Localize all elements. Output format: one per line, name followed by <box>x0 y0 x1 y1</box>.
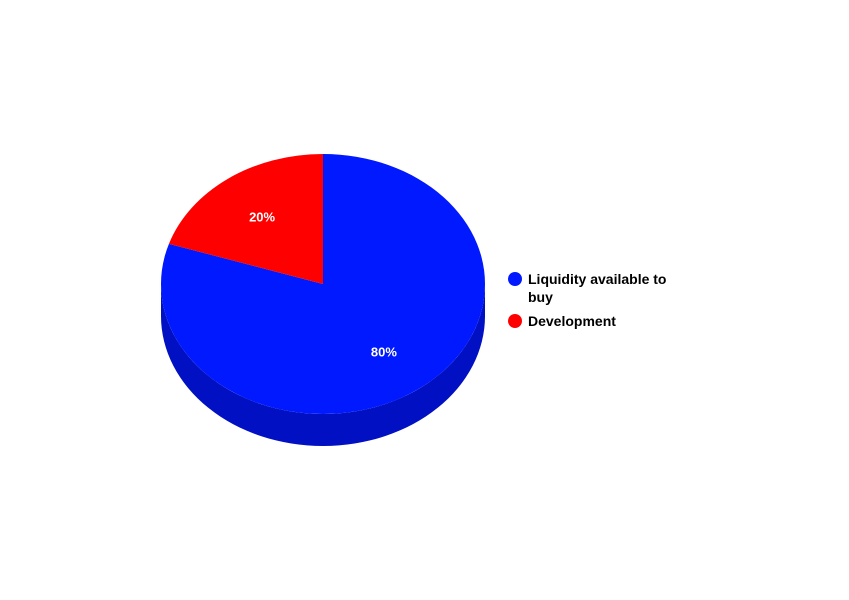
legend-label-liquidity: Liquidity available to buy <box>528 271 667 305</box>
pie-data-label-1: 20% <box>249 210 275 225</box>
legend: Liquidity available to buy Development <box>508 270 688 336</box>
pie-slice-1[interactable] <box>168 154 323 284</box>
legend-item-development[interactable]: Development <box>508 312 688 330</box>
pie-data-label-0: 80% <box>371 344 397 359</box>
legend-item-liquidity[interactable]: Liquidity available to buy <box>508 270 688 306</box>
legend-marker-liquidity <box>508 272 522 286</box>
legend-label-development: Development <box>528 313 616 329</box>
pie-side-0 <box>161 284 485 446</box>
legend-marker-development <box>508 314 522 328</box>
